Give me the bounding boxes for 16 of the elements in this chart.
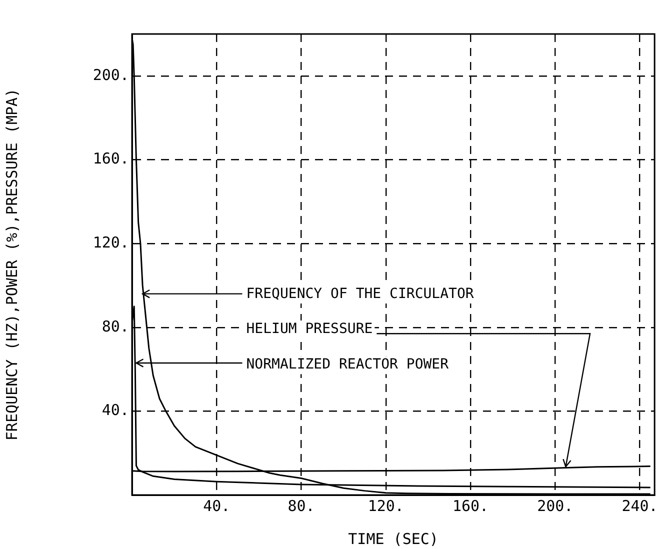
y-tick-label: 200. xyxy=(92,66,129,84)
x-tick-label: 40. xyxy=(203,496,230,515)
x-axis-title: TIME (SEC) xyxy=(348,530,438,548)
x-tick-label: 80. xyxy=(288,496,315,515)
y-tick-label: 160. xyxy=(92,150,129,168)
y-tick-label: 120. xyxy=(92,233,129,252)
annotation: NORMALIZED REACTOR POWER xyxy=(246,356,450,373)
annotation: FREQUENCY OF THE CIRCULATOR xyxy=(246,286,474,302)
x-tick-label: 120. xyxy=(368,496,404,515)
x-tick-label: 240. xyxy=(622,496,658,515)
y-axis-title: FREQUENCY (HZ),POWER (%),PRESSURE (MPA) xyxy=(2,88,21,441)
x-tick-label: 160. xyxy=(452,496,489,515)
x-tick-label: 200. xyxy=(537,496,574,515)
y-tick-label: 80. xyxy=(102,317,129,336)
y-tick-label: 40. xyxy=(102,401,129,420)
annotation: HELIUM PRESSURE xyxy=(246,321,373,338)
